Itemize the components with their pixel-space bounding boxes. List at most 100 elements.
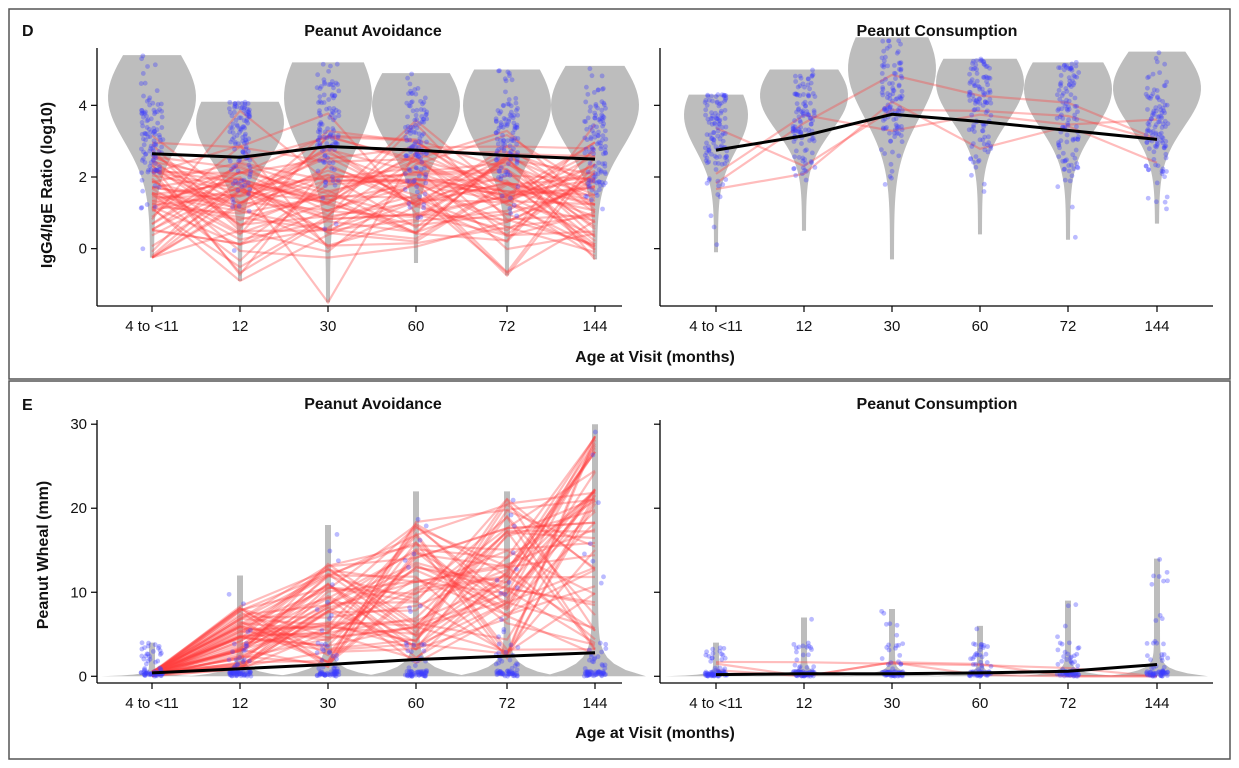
data-point-d-consumption	[709, 116, 715, 121]
data-point-d-avoidance	[150, 145, 156, 151]
data-point-d-avoidance	[495, 141, 501, 147]
trajectory-line-e-avoidance	[151, 490, 596, 675]
data-point-d-consumption	[717, 117, 723, 123]
data-point-e-consumption	[894, 622, 900, 628]
data-point-e-avoidance	[418, 670, 424, 676]
data-point-d-avoidance	[583, 84, 589, 90]
data-point-d-consumption	[983, 74, 989, 80]
data-point-e-consumption	[709, 671, 715, 677]
data-point-e-avoidance	[333, 669, 338, 674]
data-point-d-consumption	[898, 133, 904, 138]
data-point-d-avoidance	[318, 84, 324, 89]
data-point-d-consumption	[879, 79, 885, 85]
data-point-e-avoidance	[320, 671, 325, 677]
data-point-d-avoidance	[323, 179, 328, 185]
data-point-e-consumption	[1158, 671, 1164, 677]
data-point-d-consumption	[896, 109, 902, 115]
trajectory-line-d-avoidance	[151, 177, 596, 246]
data-point-d-consumption	[1055, 184, 1061, 190]
data-point-e-consumption	[884, 645, 890, 650]
data-point-d-avoidance	[512, 123, 518, 129]
x-tick-label-e-avoidance: 144	[582, 695, 607, 712]
data-point-e-avoidance	[423, 523, 429, 529]
data-point-d-avoidance	[157, 107, 162, 112]
trajectory-line-d-avoidance	[151, 154, 596, 234]
data-point-d-consumption	[1075, 136, 1081, 142]
data-point-d-avoidance	[411, 179, 417, 185]
data-point-d-avoidance	[322, 81, 328, 87]
data-point-d-consumption	[794, 101, 800, 107]
data-point-d-consumption	[1162, 110, 1168, 116]
data-point-e-consumption	[898, 661, 904, 667]
data-point-d-avoidance	[247, 157, 253, 163]
data-point-d-consumption	[795, 107, 801, 113]
data-point-d-avoidance	[329, 112, 334, 118]
data-point-e-avoidance	[330, 671, 335, 677]
data-point-d-consumption	[966, 93, 972, 99]
data-point-e-consumption	[1068, 658, 1074, 664]
data-point-d-avoidance	[406, 91, 411, 97]
data-point-d-consumption	[884, 95, 890, 100]
data-point-d-avoidance	[418, 151, 424, 157]
data-point-d-consumption	[708, 213, 714, 219]
data-point-e-avoidance	[423, 670, 429, 676]
trajectory-line-e-avoidance	[151, 521, 596, 676]
data-point-d-consumption	[1160, 166, 1166, 172]
data-point-e-avoidance	[509, 665, 515, 671]
data-point-d-consumption	[792, 124, 798, 130]
data-point-d-consumption	[796, 126, 802, 132]
data-point-d-avoidance	[239, 184, 245, 189]
data-point-d-consumption	[792, 128, 798, 134]
data-point-d-consumption	[793, 91, 799, 97]
data-point-d-avoidance	[229, 136, 235, 142]
data-point-d-avoidance	[246, 114, 252, 120]
trajectory-line-e-avoidance	[151, 444, 596, 674]
data-point-d-avoidance	[493, 119, 499, 124]
data-point-e-consumption	[707, 671, 712, 677]
data-point-e-avoidance	[510, 670, 516, 676]
data-point-d-avoidance	[139, 119, 145, 125]
data-point-d-avoidance	[412, 117, 418, 123]
data-point-d-avoidance	[315, 137, 321, 143]
data-point-d-consumption	[885, 91, 890, 96]
data-point-d-avoidance	[596, 179, 602, 185]
data-point-d-consumption	[704, 140, 709, 146]
data-point-e-avoidance	[417, 537, 423, 543]
data-point-e-avoidance	[599, 671, 605, 676]
data-point-d-consumption	[966, 127, 972, 133]
data-point-d-consumption	[1150, 133, 1155, 138]
data-point-e-avoidance	[334, 666, 340, 672]
data-point-d-avoidance	[232, 104, 237, 110]
data-point-d-avoidance	[242, 150, 248, 156]
data-point-d-consumption	[971, 83, 977, 89]
trajectory-line-e-avoidance	[151, 554, 596, 675]
data-point-e-avoidance	[496, 671, 502, 676]
data-point-d-avoidance	[145, 64, 150, 69]
data-point-d-consumption	[982, 134, 988, 140]
data-point-e-avoidance	[589, 658, 595, 664]
data-point-d-consumption	[711, 224, 717, 230]
data-point-e-avoidance	[227, 670, 232, 676]
trajectory-line-e-avoidance	[151, 491, 596, 674]
data-point-d-avoidance	[326, 82, 332, 87]
data-point-e-avoidance	[512, 663, 518, 669]
data-point-e-consumption	[1075, 663, 1081, 669]
data-point-e-avoidance	[585, 673, 591, 678]
data-point-d-consumption	[1076, 70, 1082, 75]
data-point-e-consumption	[1070, 672, 1076, 678]
data-point-e-avoidance	[248, 673, 254, 679]
data-point-d-avoidance	[413, 130, 418, 136]
data-point-d-consumption	[811, 108, 817, 114]
data-point-d-consumption	[880, 85, 886, 90]
data-point-e-avoidance	[332, 673, 338, 679]
data-point-d-avoidance	[322, 159, 328, 165]
data-point-d-consumption	[722, 98, 728, 104]
data-point-d-avoidance	[147, 134, 153, 139]
data-point-d-avoidance	[232, 103, 238, 109]
data-point-d-consumption	[880, 86, 886, 92]
data-point-d-avoidance	[141, 142, 147, 148]
data-point-d-avoidance	[494, 136, 500, 142]
data-point-d-consumption	[1066, 117, 1071, 123]
data-point-d-consumption	[893, 96, 899, 102]
trajectory-line-e-avoidance	[151, 521, 596, 674]
